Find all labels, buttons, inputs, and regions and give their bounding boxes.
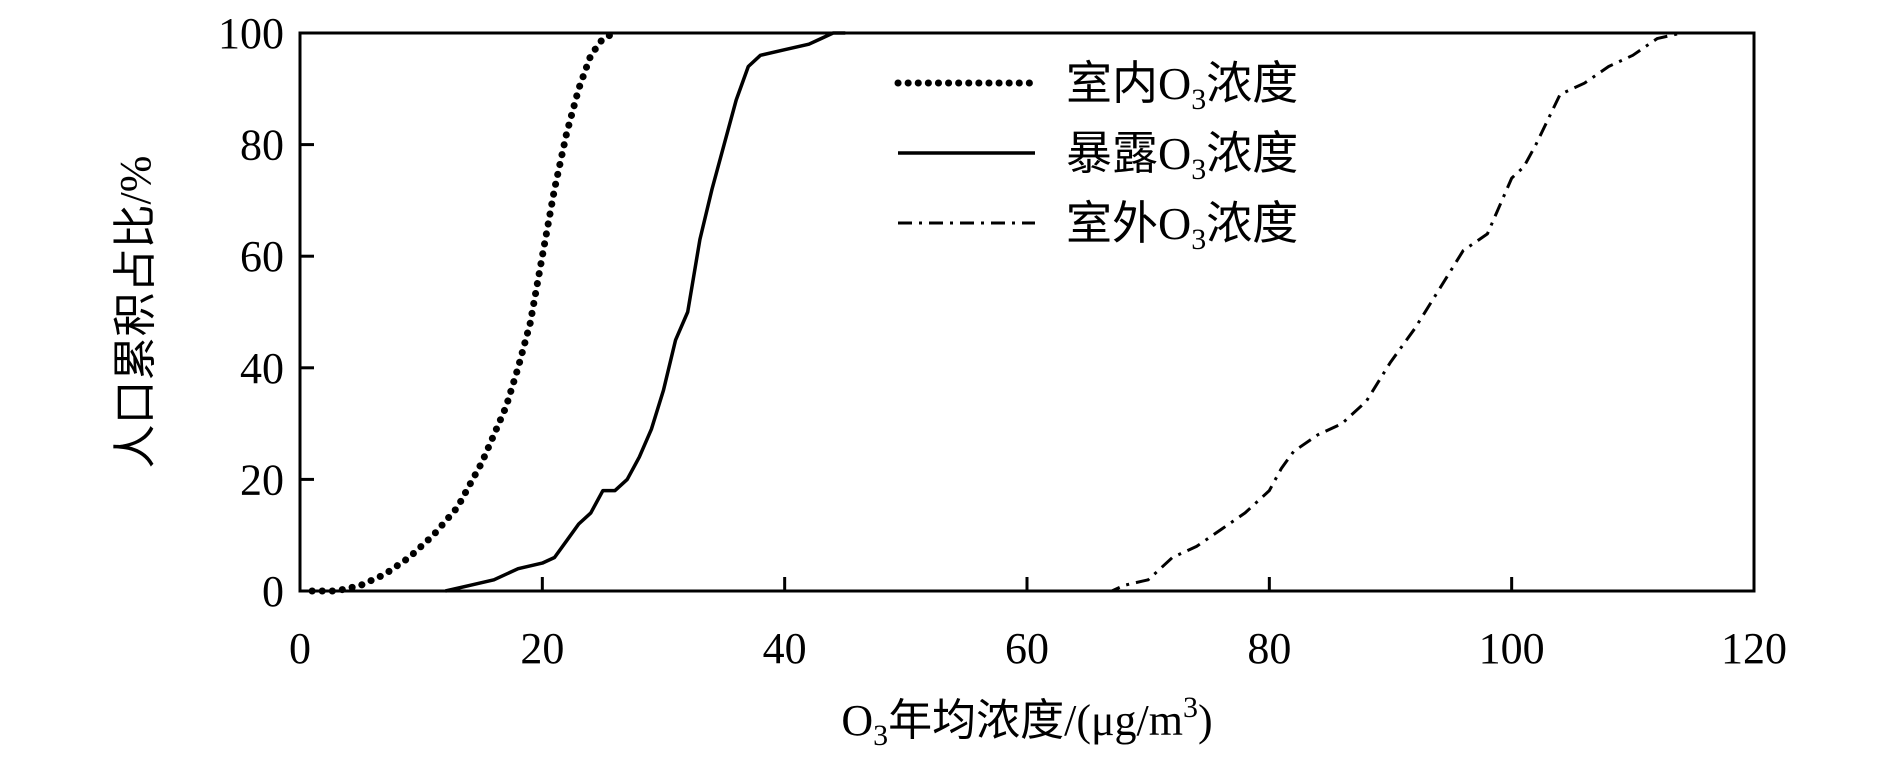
x-tick-label: 20 xyxy=(520,624,564,673)
y-tick-label: 20 xyxy=(240,455,284,504)
x-tick-label: 80 xyxy=(1247,624,1291,673)
x-tick-label: 100 xyxy=(1479,624,1545,673)
x-tick-label: 120 xyxy=(1721,624,1787,673)
series-line-2 xyxy=(1075,31,1682,593)
series-line-0 xyxy=(308,29,619,595)
legend-label-2: 室外O3浓度 xyxy=(1066,198,1298,256)
axis-ticks: 0 20 40 60 80 100 120 0 20 40 60 80 100 xyxy=(218,9,1787,673)
series-layer xyxy=(308,29,1682,595)
x-tick-label: 0 xyxy=(289,624,311,673)
series-line-1 xyxy=(445,31,846,593)
legend-label-1: 暴露O3浓度 xyxy=(1066,128,1298,186)
x-axis-title: O3年均浓度/(μg/m3) xyxy=(841,691,1212,752)
legend-label-0: 室内O3浓度 xyxy=(1066,58,1298,116)
y-tick-label: 60 xyxy=(240,232,284,281)
plot-frame xyxy=(298,31,1756,593)
y-tick-label: 80 xyxy=(240,121,284,170)
y-tick-label: 0 xyxy=(262,567,284,616)
y-tick-label: 40 xyxy=(240,344,284,393)
y-axis-title: 人口累积占比/% xyxy=(111,156,160,469)
x-tick-label: 60 xyxy=(1005,624,1049,673)
y-tick-label: 100 xyxy=(218,9,284,58)
x-tick-label: 40 xyxy=(763,624,807,673)
